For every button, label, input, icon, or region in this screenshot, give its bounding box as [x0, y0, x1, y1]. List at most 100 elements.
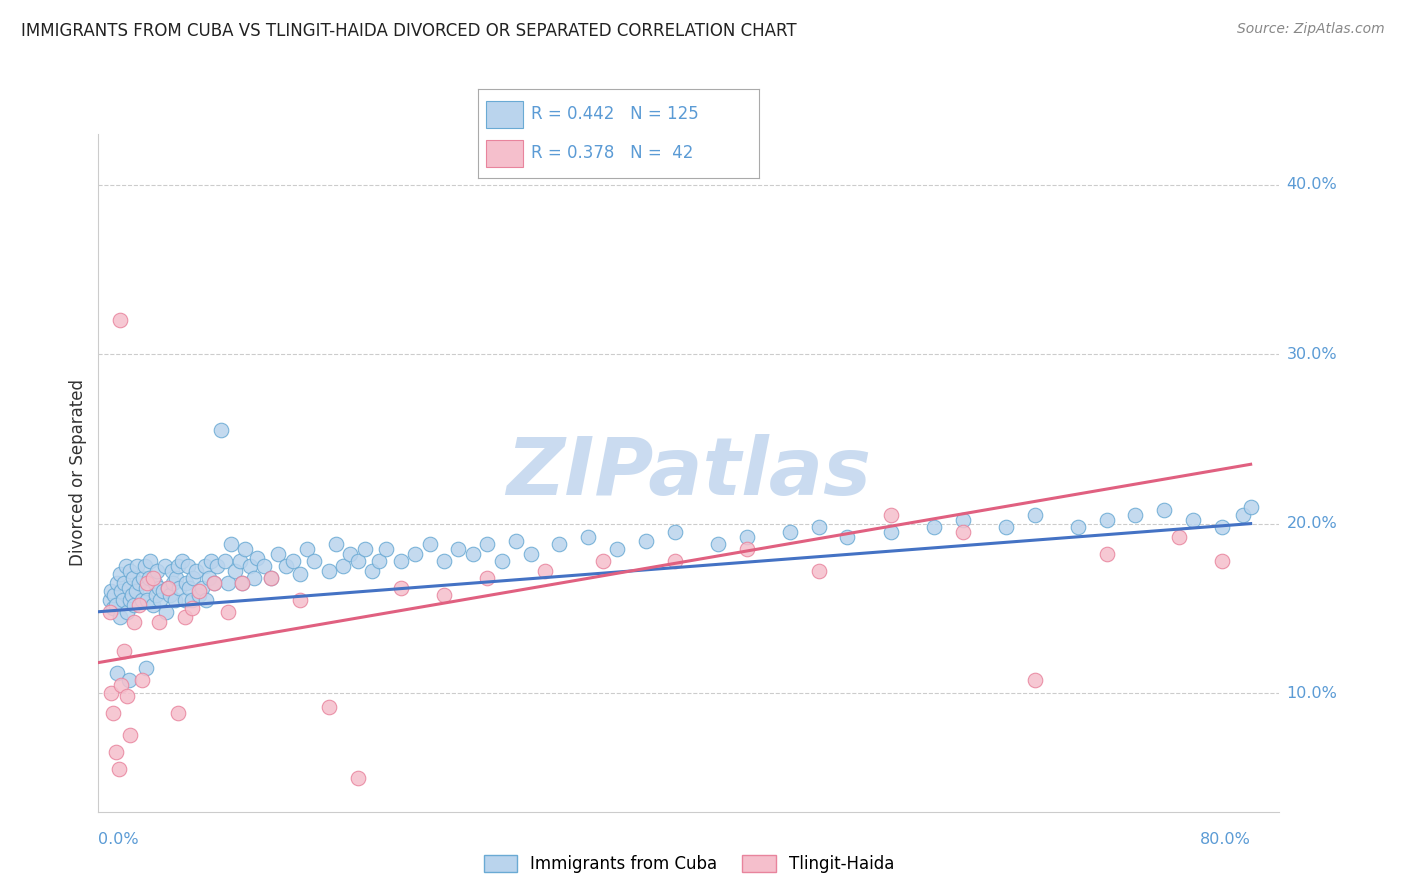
Point	[1095, 547, 1118, 561]
Point	[1024, 508, 1046, 523]
Point	[162, 576, 184, 591]
Point	[209, 424, 232, 438]
Text: ZIPatlas: ZIPatlas	[506, 434, 872, 512]
Point	[112, 644, 135, 658]
Point	[111, 592, 134, 607]
Point	[548, 537, 571, 551]
Point	[153, 558, 176, 574]
Point	[243, 571, 266, 585]
Point	[146, 564, 169, 578]
Point	[519, 547, 541, 561]
Point	[1153, 503, 1175, 517]
Text: 30.0%: 30.0%	[1286, 347, 1337, 361]
Point	[138, 571, 160, 585]
Y-axis label: Divorced or Separated: Divorced or Separated	[69, 379, 87, 566]
Point	[807, 520, 830, 534]
Point	[152, 584, 174, 599]
Point	[156, 581, 179, 595]
Point	[606, 541, 628, 557]
Point	[419, 537, 441, 551]
Text: 0.0%: 0.0%	[98, 832, 139, 847]
Point	[131, 673, 153, 687]
Point	[101, 706, 124, 721]
Point	[346, 771, 368, 785]
Point	[136, 592, 159, 607]
Point	[195, 592, 218, 607]
Point	[124, 598, 146, 612]
Point	[246, 550, 269, 565]
Point	[148, 581, 170, 595]
Point	[735, 541, 758, 557]
Text: 20.0%: 20.0%	[1286, 516, 1337, 531]
Point	[103, 588, 125, 602]
Point	[101, 601, 124, 615]
Point	[125, 584, 148, 599]
Point	[389, 581, 412, 595]
Point	[104, 746, 127, 760]
Point	[160, 564, 183, 578]
Text: 10.0%: 10.0%	[1286, 686, 1337, 700]
Point	[339, 547, 361, 561]
Point	[135, 581, 157, 595]
Point	[166, 558, 188, 574]
Point	[127, 558, 149, 574]
Point	[104, 598, 127, 612]
Point	[664, 554, 686, 568]
Point	[174, 576, 197, 591]
Point	[837, 530, 859, 544]
Point	[491, 554, 513, 568]
Text: 40.0%: 40.0%	[1286, 178, 1337, 192]
Point	[404, 547, 426, 561]
Point	[368, 554, 391, 568]
Point	[219, 537, 242, 551]
Point	[163, 592, 186, 607]
Point	[128, 598, 150, 612]
Point	[112, 576, 135, 591]
Point	[173, 610, 195, 624]
Point	[233, 541, 256, 557]
Point	[134, 558, 156, 574]
Point	[135, 660, 157, 674]
Text: IMMIGRANTS FROM CUBA VS TLINGIT-HAIDA DIVORCED OR SEPARATED CORRELATION CHART: IMMIGRANTS FROM CUBA VS TLINGIT-HAIDA DI…	[21, 22, 797, 40]
Point	[202, 576, 225, 591]
Point	[260, 571, 283, 585]
Point	[186, 564, 208, 578]
Point	[375, 541, 398, 557]
Point	[231, 576, 253, 591]
Point	[214, 554, 236, 568]
Point	[592, 554, 614, 568]
Point	[191, 581, 214, 595]
Point	[118, 673, 141, 687]
Point	[120, 592, 142, 607]
Text: 80.0%: 80.0%	[1199, 832, 1251, 847]
Point	[807, 564, 830, 578]
Point	[148, 615, 170, 629]
Point	[779, 524, 801, 539]
Point	[706, 537, 728, 551]
Point	[114, 558, 136, 574]
Point	[576, 530, 599, 544]
Point	[149, 592, 172, 607]
Point	[183, 571, 205, 585]
Point	[217, 605, 239, 619]
Point	[194, 558, 217, 574]
Point	[231, 576, 253, 591]
Point	[173, 592, 195, 607]
Point	[142, 598, 165, 612]
Point	[120, 564, 142, 578]
Point	[1167, 530, 1189, 544]
Point	[188, 588, 211, 602]
Point	[260, 571, 283, 585]
Point	[188, 584, 211, 599]
Point	[107, 762, 129, 776]
Point	[108, 610, 131, 624]
Point	[143, 576, 166, 591]
Point	[217, 576, 239, 591]
Point	[952, 524, 974, 539]
Point	[477, 571, 499, 585]
Point	[297, 541, 319, 557]
Point	[922, 520, 945, 534]
Point	[179, 581, 201, 595]
Point	[879, 508, 901, 523]
Point	[735, 530, 758, 544]
